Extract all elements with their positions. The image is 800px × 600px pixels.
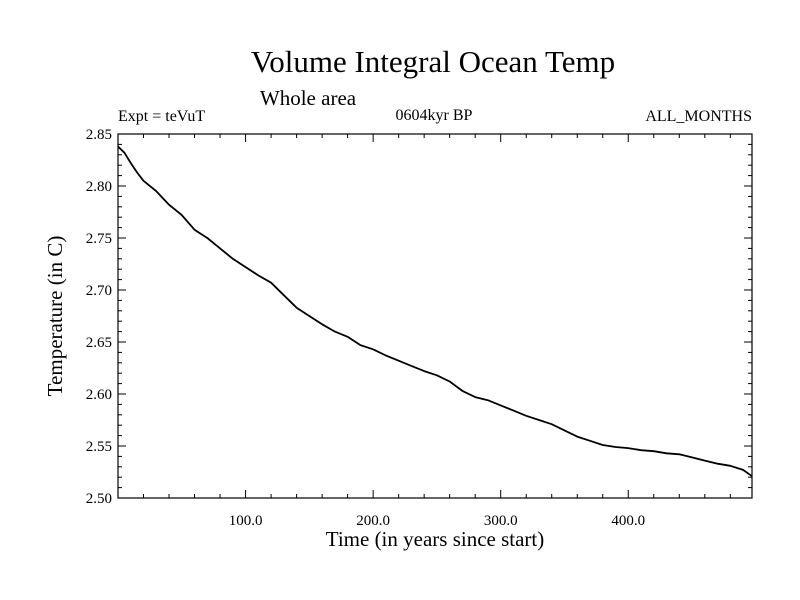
plot-frame <box>117 133 753 499</box>
annotation-expt: Expt = teVuT <box>118 108 205 125</box>
x-tick-label: 200.0 <box>356 513 390 529</box>
x-tick-label: 100.0 <box>229 513 263 529</box>
chart-title: Volume Integral Ocean Temp <box>251 44 615 79</box>
series-line <box>117 145 753 477</box>
x-axis-label: Time (in years since start) <box>326 527 545 551</box>
x-tick-label: 300.0 <box>484 513 518 529</box>
y-axis-label: Temperature (in C) <box>43 236 67 397</box>
y-tick-label: 2.85 <box>86 127 112 143</box>
x-tick-label: 400.0 <box>611 513 645 529</box>
x-axis-ticks: 100.0 200.0 300.0 400.0 <box>143 134 731 529</box>
y-tick-label: 2.65 <box>86 335 112 351</box>
y-axis-ticks: 2.50 2.55 2.60 2.65 2.70 2.75 2.80 2.85 <box>86 127 752 507</box>
y-tick-label: 2.75 <box>86 231 112 247</box>
y-tick-label: 2.50 <box>86 491 112 507</box>
chart-subtitle: Whole area <box>260 86 357 110</box>
annotation-months: ALL_MONTHS <box>645 108 752 125</box>
y-tick-label: 2.70 <box>86 283 112 299</box>
y-tick-label: 2.60 <box>86 387 112 403</box>
y-tick-label: 2.55 <box>86 439 112 455</box>
y-tick-label: 2.80 <box>86 179 112 195</box>
annotation-period: 0604kyr BP <box>396 107 473 124</box>
